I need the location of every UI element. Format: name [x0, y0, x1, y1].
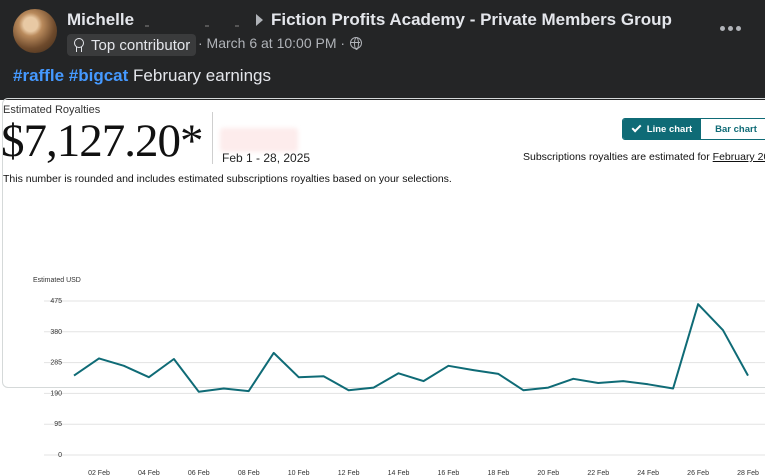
- avatar[interactable]: [13, 9, 57, 53]
- badge-label: Top contributor: [91, 36, 191, 54]
- royalty-report: Estimated Royalties $7,127.20* Feb 1 - 2…: [0, 100, 765, 476]
- blurred-region: [220, 128, 298, 152]
- divider: [212, 112, 213, 164]
- x-tick-label: 14 Feb: [388, 470, 410, 476]
- x-tick-label: 06 Feb: [188, 470, 210, 476]
- x-tick-label: 20 Feb: [537, 470, 559, 476]
- x-tick-label: 16 Feb: [438, 470, 460, 476]
- y-tick-label: 285: [50, 360, 62, 367]
- caret-right-icon: [256, 14, 263, 26]
- bar-chart-label: Bar chart: [715, 123, 757, 135]
- post-header: Michelle Fiction Profits Academy - Priva…: [0, 0, 765, 100]
- hashtag-raffle[interactable]: #raffle: [13, 66, 65, 85]
- y-tick-label: 0: [58, 452, 62, 459]
- y-tick-label: 190: [50, 390, 62, 397]
- month-link[interactable]: February 2025: [712, 151, 765, 163]
- royalties-line-chart: Estimated USD 0 95 190 285 380 475 02 Feb 04 F…: [33, 277, 765, 476]
- badge-icon: [71, 38, 85, 52]
- y-tick-label: 380: [50, 329, 62, 336]
- rounding-note: This number is rounded and includes esti…: [3, 173, 452, 185]
- y-tick-label: 95: [54, 421, 62, 428]
- redacted-surname: [135, 10, 245, 30]
- globe-icon: [350, 37, 362, 50]
- bar-chart-button[interactable]: Bar chart: [701, 119, 765, 139]
- hashtag-bigcat[interactable]: #bigcat: [68, 66, 129, 85]
- x-tick-label: 28 Feb: [737, 470, 759, 476]
- post-caption: #raffle #bigcat February earnings: [13, 66, 271, 86]
- subscriptions-note-text: Subscriptions royalties are estimated fo…: [523, 151, 713, 163]
- y-tick-label: 475: [50, 298, 62, 305]
- check-icon: [631, 122, 642, 133]
- series-line: [73, 303, 749, 393]
- x-tick-label: 08 Feb: [238, 470, 260, 476]
- post-timestamp[interactable]: · March 6 at 10:00 PM ·: [198, 35, 346, 51]
- group-name[interactable]: Fiction Profits Academy - Private Member…: [271, 10, 672, 29]
- y-axis-label: Estimated USD: [33, 277, 81, 284]
- estimated-royalties-label: Estimated Royalties: [3, 104, 101, 116]
- x-tick-label: 10 Feb: [288, 470, 310, 476]
- chart-card: [2, 98, 765, 388]
- chart-type-toggle: Line chart Bar chart: [622, 118, 765, 140]
- x-tick-label: 26 Feb: [687, 470, 709, 476]
- top-contributor-badge[interactable]: Top contributor: [67, 34, 197, 56]
- line-chart-button[interactable]: Line chart: [623, 119, 701, 139]
- royalty-amount: $7,127.20*: [1, 115, 203, 167]
- line-chart-label: Line chart: [646, 123, 693, 135]
- date-range: Feb 1 - 28, 2025: [222, 151, 311, 165]
- x-tick-label: 22 Feb: [587, 470, 609, 476]
- subscriptions-note: Subscriptions royalties are estimated fo…: [523, 151, 765, 163]
- x-tick-label: 12 Feb: [338, 470, 360, 476]
- x-tick-label: 18 Feb: [487, 470, 509, 476]
- author-name[interactable]: Michelle: [67, 10, 135, 29]
- more-options-icon[interactable]: [720, 26, 741, 31]
- x-tick-label: 02 Feb: [88, 470, 110, 476]
- x-tick-label: 24 Feb: [637, 470, 659, 476]
- caption-text: February earnings: [133, 66, 271, 85]
- x-tick-label: 04 Feb: [138, 470, 160, 476]
